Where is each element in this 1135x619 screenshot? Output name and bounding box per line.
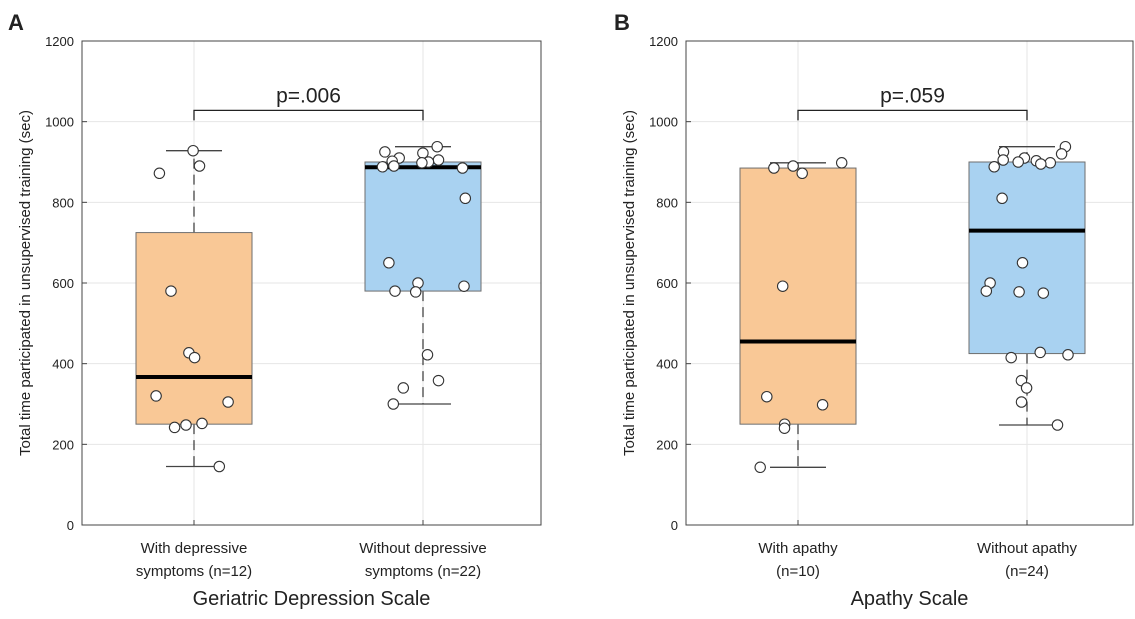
data-point bbox=[397, 382, 410, 394]
data-point bbox=[754, 461, 766, 474]
y-tick-label: 800 bbox=[656, 195, 678, 210]
data-point bbox=[432, 374, 445, 387]
y-tick-label: 0 bbox=[671, 518, 678, 533]
y-axis-label: Total time participated in unsupervised … bbox=[621, 110, 638, 456]
y-tick-label: 1000 bbox=[649, 115, 678, 130]
data-point bbox=[980, 285, 993, 297]
data-point bbox=[153, 167, 166, 180]
data-point bbox=[835, 157, 848, 169]
data-point bbox=[416, 157, 428, 169]
data-point bbox=[168, 421, 181, 434]
data-point bbox=[1044, 157, 1057, 169]
data-point bbox=[458, 280, 470, 292]
data-point bbox=[222, 396, 234, 408]
x-tick-label: (n=10) bbox=[776, 563, 820, 580]
significance-bracket bbox=[797, 109, 1028, 121]
data-point bbox=[213, 460, 226, 473]
data-point bbox=[1035, 158, 1047, 170]
data-point bbox=[997, 154, 1009, 166]
x-axis-title: Apathy Scale bbox=[851, 588, 969, 610]
data-point bbox=[387, 398, 400, 410]
data-point bbox=[1013, 286, 1025, 298]
box-group bbox=[968, 140, 1086, 431]
data-point bbox=[988, 161, 1000, 173]
box-iqr bbox=[968, 161, 1086, 355]
data-point bbox=[188, 351, 201, 364]
y-tick-label: 600 bbox=[656, 276, 678, 291]
y-tick-label: 400 bbox=[52, 357, 74, 372]
data-point bbox=[421, 349, 434, 361]
y-tick-label: 600 bbox=[52, 276, 74, 291]
data-point bbox=[787, 160, 799, 172]
data-point bbox=[409, 286, 422, 298]
data-point bbox=[150, 390, 162, 402]
panel-a: A 0 200 400 600 800 1000 1200 Total time partici… bbox=[8, 10, 542, 610]
data-point bbox=[776, 280, 789, 292]
y-tick-label: 800 bbox=[52, 195, 74, 210]
data-point bbox=[761, 390, 773, 403]
data-point bbox=[1015, 396, 1028, 408]
data-point bbox=[165, 285, 177, 297]
data-point bbox=[1020, 382, 1033, 394]
data-point bbox=[778, 422, 791, 434]
data-point bbox=[431, 140, 443, 153]
data-point bbox=[1005, 351, 1017, 364]
data-point bbox=[180, 419, 192, 431]
data-point bbox=[383, 257, 395, 269]
box-group bbox=[135, 144, 253, 473]
data-point bbox=[1037, 287, 1050, 299]
data-point bbox=[459, 192, 472, 205]
box-iqr bbox=[739, 167, 857, 425]
data-point bbox=[768, 162, 780, 174]
data-point bbox=[816, 399, 829, 411]
data-point bbox=[456, 162, 469, 174]
x-tick-label: symptoms (n=22) bbox=[365, 563, 481, 580]
y-tick-label: 1000 bbox=[45, 115, 74, 130]
y-tick-label: 0 bbox=[67, 518, 74, 533]
data-point bbox=[432, 154, 445, 166]
x-tick-label: With apathy bbox=[758, 540, 838, 557]
panel-letter: A bbox=[8, 10, 24, 35]
data-point bbox=[196, 417, 208, 430]
data-point bbox=[1012, 156, 1024, 168]
y-axis-label: Total time participated in unsupervised … bbox=[17, 110, 34, 456]
x-tick-label: symptoms (n=12) bbox=[136, 563, 252, 580]
data-point bbox=[1051, 419, 1064, 431]
y-tick-label: 1200 bbox=[649, 34, 678, 49]
box-iqr bbox=[364, 161, 482, 292]
panel-b: B 0 200 400 600 800 1000 1200 Total time partici… bbox=[614, 10, 1134, 610]
data-point bbox=[193, 160, 206, 172]
data-point bbox=[996, 192, 1008, 205]
y-tick-label: 200 bbox=[656, 437, 678, 452]
box-group bbox=[739, 157, 857, 474]
panel-letter: B bbox=[614, 10, 630, 35]
y-tick-label: 200 bbox=[52, 437, 74, 452]
data-point bbox=[1055, 148, 1068, 160]
x-tick-label: Without apathy bbox=[977, 540, 1078, 557]
box-group bbox=[364, 140, 482, 410]
data-point bbox=[1016, 257, 1029, 269]
data-point bbox=[187, 144, 199, 157]
data-point bbox=[388, 160, 400, 172]
y-tick-label: 1200 bbox=[45, 34, 74, 49]
data-point bbox=[796, 167, 808, 180]
y-tick-label: 400 bbox=[656, 357, 678, 372]
data-point bbox=[389, 285, 401, 297]
p-value-label: p=.006 bbox=[276, 84, 341, 107]
data-point bbox=[376, 161, 389, 173]
x-tick-label: Without depressive bbox=[359, 540, 487, 557]
data-point bbox=[1034, 346, 1046, 359]
data-point bbox=[379, 146, 391, 158]
x-tick-label: (n=24) bbox=[1005, 563, 1049, 580]
p-value-label: p=.059 bbox=[880, 84, 945, 107]
x-axis-title: Geriatric Depression Scale bbox=[193, 588, 431, 610]
x-tick-label: With depressive bbox=[141, 540, 248, 557]
data-point bbox=[1062, 349, 1074, 361]
significance-bracket bbox=[193, 109, 424, 121]
